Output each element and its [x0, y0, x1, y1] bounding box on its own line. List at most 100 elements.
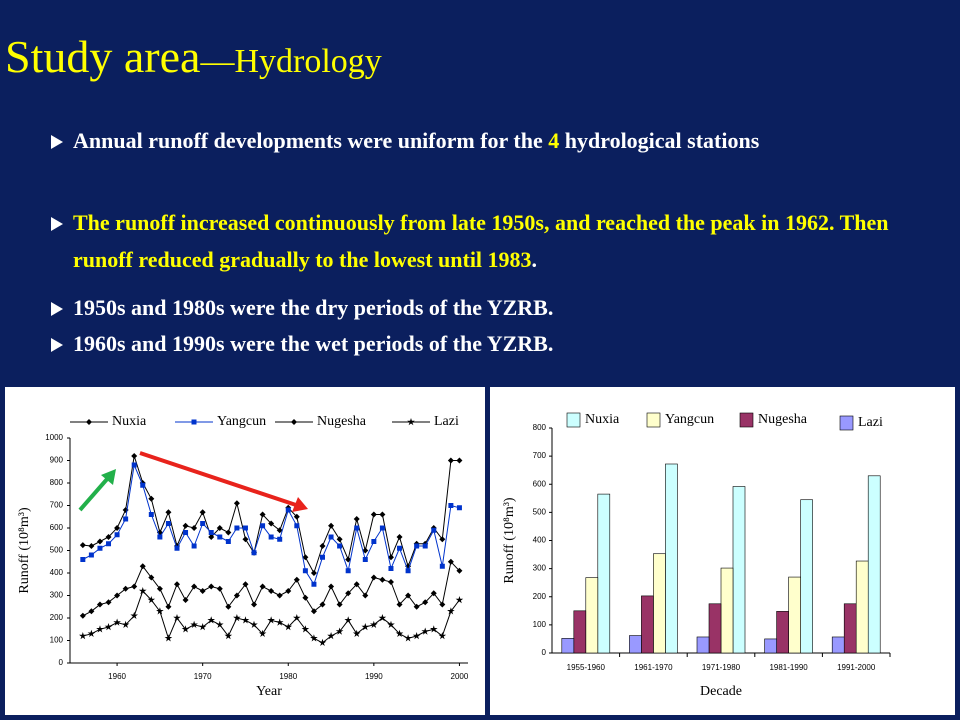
bullet-text: . [531, 247, 538, 272]
point [251, 550, 257, 556]
y-tick-label: 700 [50, 501, 64, 510]
point [251, 601, 258, 608]
point [328, 534, 334, 540]
point [122, 585, 129, 592]
point [190, 620, 198, 628]
point [337, 543, 343, 549]
point [370, 620, 378, 628]
x-tick-label: 1980 [279, 672, 297, 681]
point [354, 525, 360, 531]
point [140, 482, 146, 488]
point [362, 547, 369, 554]
x-tick-label: 1970 [194, 672, 212, 681]
y-tick-label: 700 [533, 451, 547, 460]
point [173, 581, 180, 588]
point [208, 583, 215, 590]
point [388, 566, 394, 571]
legend-swatch [739, 412, 754, 428]
point [439, 601, 446, 608]
point [208, 530, 214, 535]
x-tick-label: 1991-2000 [837, 663, 876, 672]
point [335, 627, 344, 635]
point [105, 534, 112, 540]
point [455, 596, 464, 604]
red-arrow [139, 451, 297, 507]
point [387, 579, 394, 585]
point [147, 596, 156, 604]
point [106, 541, 112, 547]
point [182, 522, 189, 529]
point [191, 583, 198, 590]
point [439, 536, 446, 543]
point [259, 583, 266, 590]
point [123, 516, 129, 522]
point [275, 618, 284, 626]
point [139, 563, 146, 570]
point [258, 629, 267, 637]
point [293, 513, 300, 520]
point [165, 509, 172, 516]
bullet-text: The runoff increased continuously from l… [73, 210, 889, 272]
point [131, 583, 138, 590]
y-tick-label: 500 [50, 546, 64, 555]
point [268, 588, 275, 594]
bullet: 1950s and 1980s were the dry periods of … [51, 289, 933, 326]
point [431, 527, 437, 533]
bar [696, 636, 710, 654]
point [79, 612, 86, 619]
point [148, 512, 154, 517]
y-tick-label: 800 [50, 478, 64, 487]
point [242, 525, 248, 531]
x-tick-label: 1955-1960 [567, 663, 606, 672]
point [80, 557, 86, 562]
point [362, 592, 369, 599]
y-tick-label: 800 [533, 423, 547, 432]
point [114, 525, 121, 531]
point [319, 554, 325, 560]
point [233, 500, 240, 507]
legend-marker [407, 418, 415, 426]
point [284, 623, 293, 631]
point [250, 620, 258, 628]
point [328, 583, 335, 590]
point [276, 592, 283, 599]
point [207, 616, 215, 624]
point [448, 503, 454, 508]
legend-label: Lazi [858, 415, 883, 430]
point [96, 538, 103, 545]
point [156, 607, 164, 615]
point [96, 601, 103, 608]
y-tick-label: 200 [533, 592, 547, 601]
point [173, 614, 181, 622]
y-tick-label: 400 [50, 568, 64, 577]
point [277, 536, 283, 542]
point [114, 532, 120, 538]
bar [597, 493, 611, 654]
point [379, 525, 385, 531]
y-tick-label: 100 [533, 620, 547, 629]
point [430, 625, 438, 633]
point [345, 590, 352, 597]
point [156, 585, 163, 592]
y-tick-label: 600 [533, 479, 547, 488]
point [293, 576, 300, 583]
point [121, 620, 130, 628]
point [97, 545, 103, 551]
point [96, 625, 104, 633]
point [397, 545, 403, 551]
point [318, 638, 327, 646]
title-main: Study area [5, 31, 201, 82]
legend-marker [86, 419, 92, 425]
point [216, 585, 223, 592]
y-tick-label: 1000 [45, 433, 63, 442]
point [225, 539, 231, 544]
point [404, 634, 412, 642]
legend-label: Yangcun [217, 414, 266, 429]
point [378, 614, 387, 622]
point [182, 597, 189, 603]
bar [629, 635, 642, 654]
point [413, 603, 420, 610]
x-tick-label: 1981-1990 [769, 663, 808, 672]
point [104, 623, 113, 631]
